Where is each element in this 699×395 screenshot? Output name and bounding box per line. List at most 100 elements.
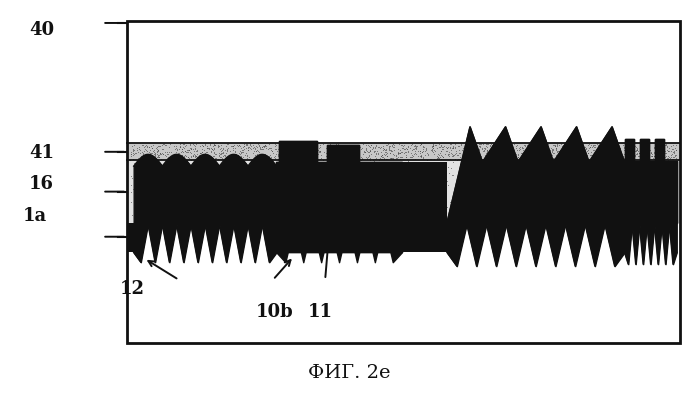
- Point: [251, 148, 262, 154]
- Point: [348, 150, 359, 156]
- Point: [236, 212, 247, 218]
- Point: [365, 207, 376, 213]
- Point: [670, 152, 681, 158]
- Point: [607, 141, 619, 147]
- Point: [611, 143, 622, 149]
- Point: [180, 152, 191, 158]
- Point: [578, 145, 589, 151]
- Point: [249, 155, 260, 162]
- Point: [301, 153, 312, 160]
- Point: [154, 207, 166, 214]
- Point: [301, 146, 312, 152]
- Point: [292, 201, 303, 208]
- Point: [182, 149, 194, 155]
- Point: [605, 171, 616, 177]
- Point: [194, 160, 206, 167]
- Point: [302, 153, 313, 159]
- Point: [428, 143, 439, 149]
- Point: [314, 142, 325, 148]
- Point: [201, 145, 212, 151]
- Point: [535, 147, 547, 154]
- Point: [158, 209, 169, 215]
- Point: [256, 154, 267, 161]
- Point: [506, 213, 517, 219]
- Point: [490, 146, 501, 152]
- Point: [551, 152, 562, 158]
- Point: [410, 197, 421, 203]
- Point: [320, 201, 331, 207]
- Point: [141, 148, 152, 154]
- Point: [212, 144, 224, 150]
- Point: [312, 156, 323, 163]
- Point: [439, 180, 450, 186]
- Point: [280, 160, 291, 166]
- Point: [554, 156, 565, 163]
- Point: [535, 153, 546, 159]
- Point: [482, 200, 493, 206]
- Point: [618, 213, 629, 219]
- Point: [605, 144, 616, 150]
- Point: [256, 143, 267, 150]
- Point: [173, 150, 185, 156]
- Point: [289, 207, 300, 213]
- Point: [347, 142, 359, 149]
- Point: [606, 154, 617, 160]
- Point: [398, 216, 410, 222]
- Point: [185, 197, 196, 203]
- Point: [370, 150, 382, 156]
- Point: [482, 151, 493, 158]
- Point: [259, 144, 270, 150]
- Point: [224, 154, 235, 160]
- Point: [431, 175, 442, 181]
- Point: [645, 150, 656, 156]
- Point: [346, 148, 357, 154]
- Point: [487, 152, 498, 158]
- Point: [598, 200, 610, 207]
- Point: [471, 143, 482, 150]
- Point: [563, 146, 574, 152]
- Point: [510, 143, 521, 149]
- Point: [295, 141, 306, 148]
- Point: [445, 156, 456, 162]
- Point: [282, 192, 293, 199]
- Point: [432, 182, 443, 189]
- Point: [647, 207, 658, 214]
- Point: [562, 154, 573, 160]
- Point: [240, 145, 252, 151]
- Point: [572, 155, 583, 161]
- Point: [370, 155, 382, 162]
- Point: [404, 170, 415, 177]
- Point: [585, 144, 596, 150]
- Point: [654, 141, 665, 148]
- Point: [609, 153, 620, 159]
- Point: [552, 152, 563, 158]
- Point: [396, 216, 407, 222]
- Point: [322, 145, 333, 151]
- Point: [403, 206, 415, 212]
- Point: [238, 149, 249, 156]
- Point: [151, 145, 162, 152]
- Point: [459, 203, 470, 210]
- Point: [316, 152, 327, 158]
- Point: [147, 153, 159, 160]
- Point: [559, 202, 570, 209]
- Point: [445, 165, 456, 171]
- Point: [178, 144, 189, 150]
- Point: [519, 180, 531, 186]
- Point: [576, 141, 587, 148]
- Point: [154, 213, 165, 220]
- Point: [127, 186, 138, 193]
- Point: [390, 178, 401, 184]
- Point: [222, 141, 233, 147]
- Point: [570, 153, 582, 160]
- Point: [499, 156, 510, 162]
- Point: [541, 150, 552, 156]
- Point: [433, 154, 445, 161]
- Point: [489, 172, 500, 178]
- Point: [636, 169, 647, 175]
- Point: [420, 145, 431, 152]
- Point: [591, 147, 602, 153]
- Point: [379, 155, 390, 162]
- Point: [336, 151, 347, 158]
- Point: [235, 149, 246, 155]
